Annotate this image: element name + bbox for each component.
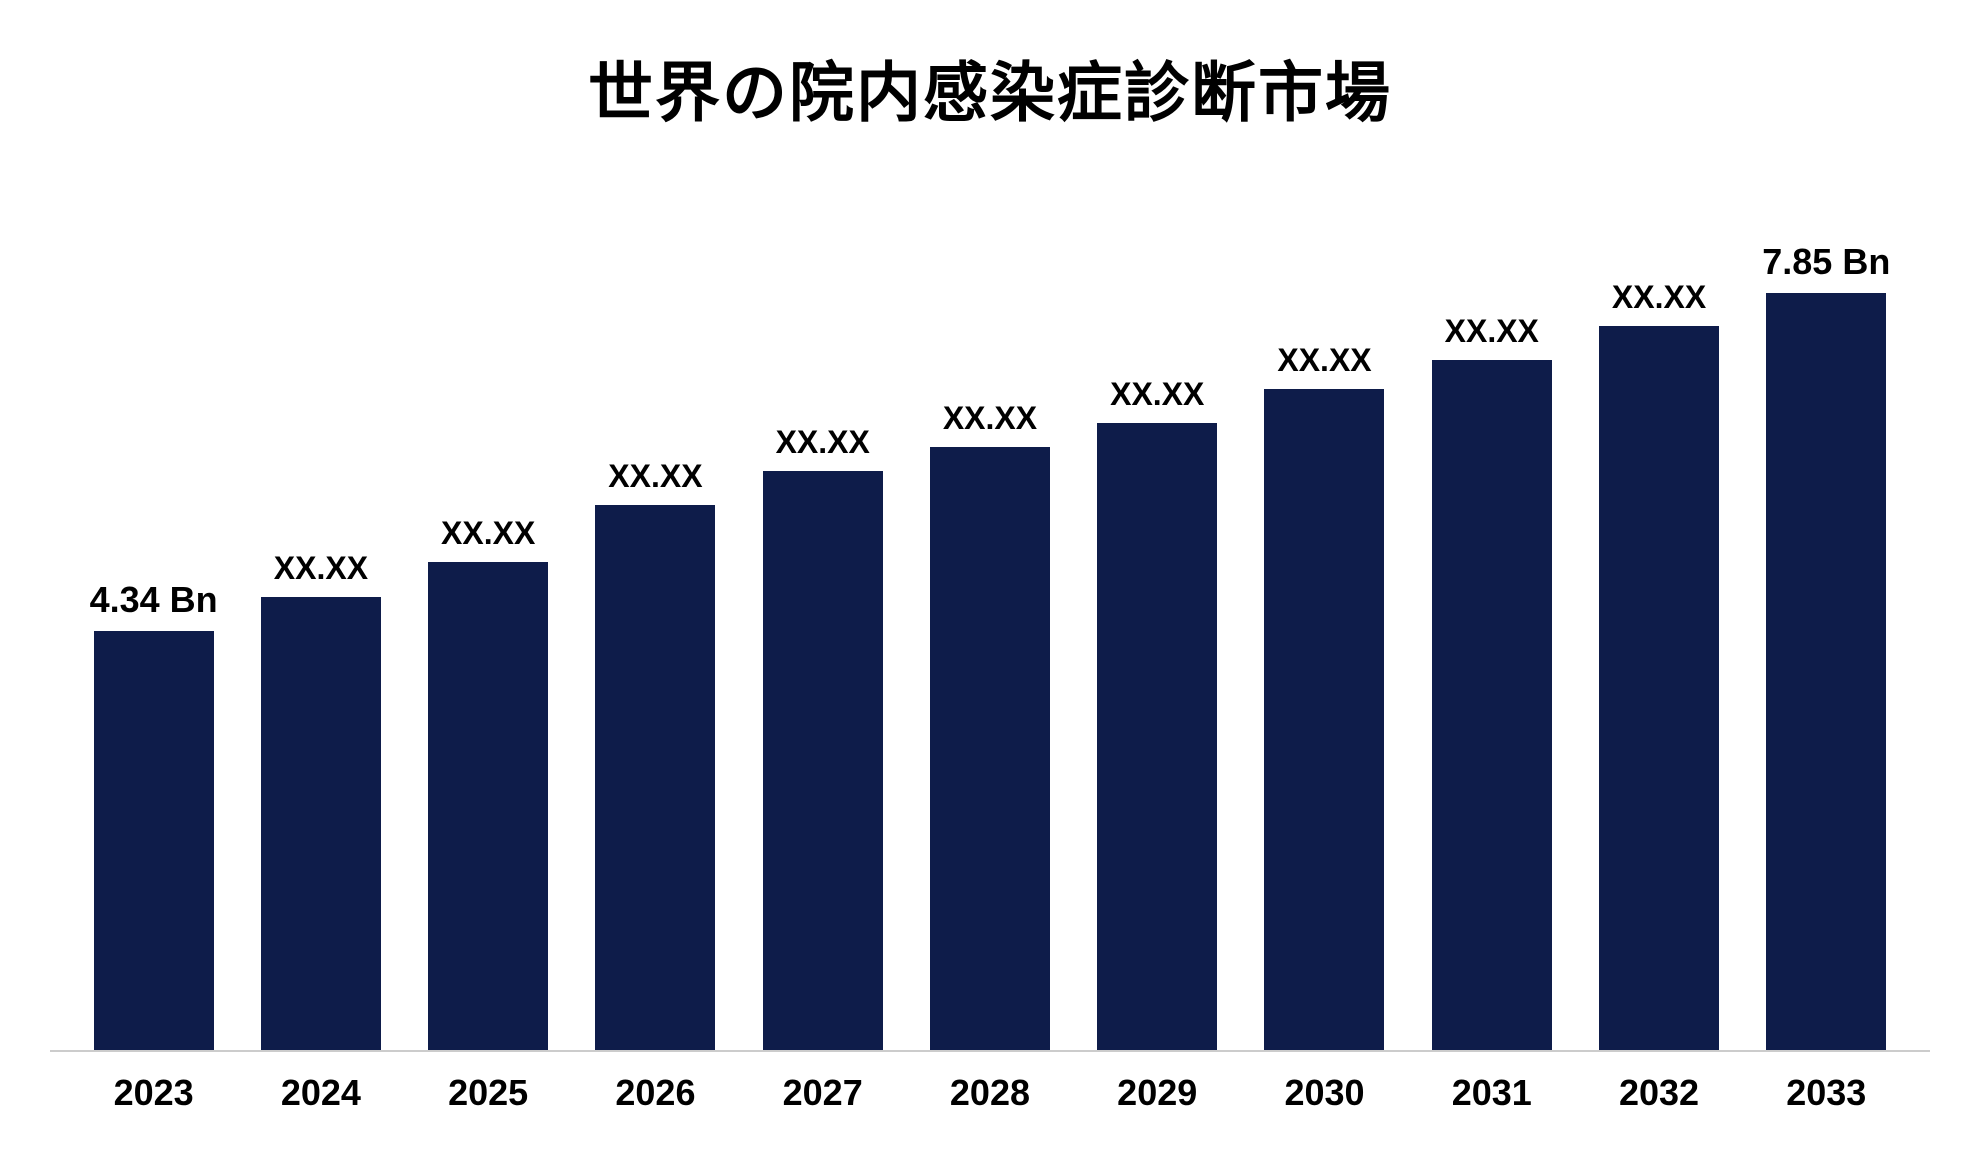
bar-value-label: XX.XX (441, 515, 535, 552)
bar-value-label: 7.85 Bn (1762, 241, 1890, 283)
chart-title: 世界の院内感染症診断市場 (588, 40, 1392, 134)
bar (1264, 389, 1384, 1050)
bar (1432, 360, 1552, 1050)
bar-group: XX.XX (739, 424, 906, 1050)
x-axis-label: 2026 (572, 1072, 739, 1114)
bar-group: XX.XX (1408, 313, 1575, 1050)
bar-group: XX.XX (1074, 376, 1241, 1050)
bar-group: 7.85 Bn (1743, 241, 1910, 1050)
bar-group: XX.XX (237, 550, 404, 1050)
bar (94, 631, 214, 1050)
bar-group: XX.XX (572, 458, 739, 1050)
bar (930, 447, 1050, 1050)
bar-value-label: XX.XX (943, 400, 1037, 437)
bar-value-label: XX.XX (1110, 376, 1204, 413)
bar-value-label: XX.XX (1277, 342, 1371, 379)
bar-group: XX.XX (1241, 342, 1408, 1050)
x-axis-label: 2031 (1408, 1072, 1575, 1114)
bar-group: XX.XX (1575, 279, 1742, 1050)
bar-group: 4.34 Bn (70, 579, 237, 1050)
bar-value-label: XX.XX (608, 458, 702, 495)
x-axis-label: 2032 (1575, 1072, 1742, 1114)
bar (1097, 423, 1217, 1050)
bar-value-label: XX.XX (1612, 279, 1706, 316)
bar (763, 471, 883, 1050)
x-axis-label: 2030 (1241, 1072, 1408, 1114)
bar-value-label: XX.XX (274, 550, 368, 587)
bar-group: XX.XX (405, 515, 572, 1050)
bar-value-label: XX.XX (776, 424, 870, 461)
chart-container: 4.34 Bn XX.XX XX.XX XX.XX XX.XX XX.XX XX.XX XX.… (50, 194, 1930, 1114)
x-axis: 2023202420252026202720282029203020312032… (50, 1072, 1930, 1114)
x-axis-label: 2028 (906, 1072, 1073, 1114)
bar-value-label: XX.XX (1445, 313, 1539, 350)
x-axis-label: 2023 (70, 1072, 237, 1114)
x-axis-label: 2024 (237, 1072, 404, 1114)
bar (261, 597, 381, 1050)
bar (1766, 293, 1886, 1050)
x-axis-label: 2029 (1074, 1072, 1241, 1114)
x-axis-label: 2027 (739, 1072, 906, 1114)
bar (1599, 326, 1719, 1050)
bar (428, 562, 548, 1050)
x-axis-label: 2033 (1743, 1072, 1910, 1114)
bar-group: XX.XX (906, 400, 1073, 1050)
x-axis-label: 2025 (405, 1072, 572, 1114)
plot-area: 4.34 Bn XX.XX XX.XX XX.XX XX.XX XX.XX XX.XX XX.… (50, 194, 1930, 1052)
bar-value-label: 4.34 Bn (90, 579, 218, 621)
bar (595, 505, 715, 1050)
